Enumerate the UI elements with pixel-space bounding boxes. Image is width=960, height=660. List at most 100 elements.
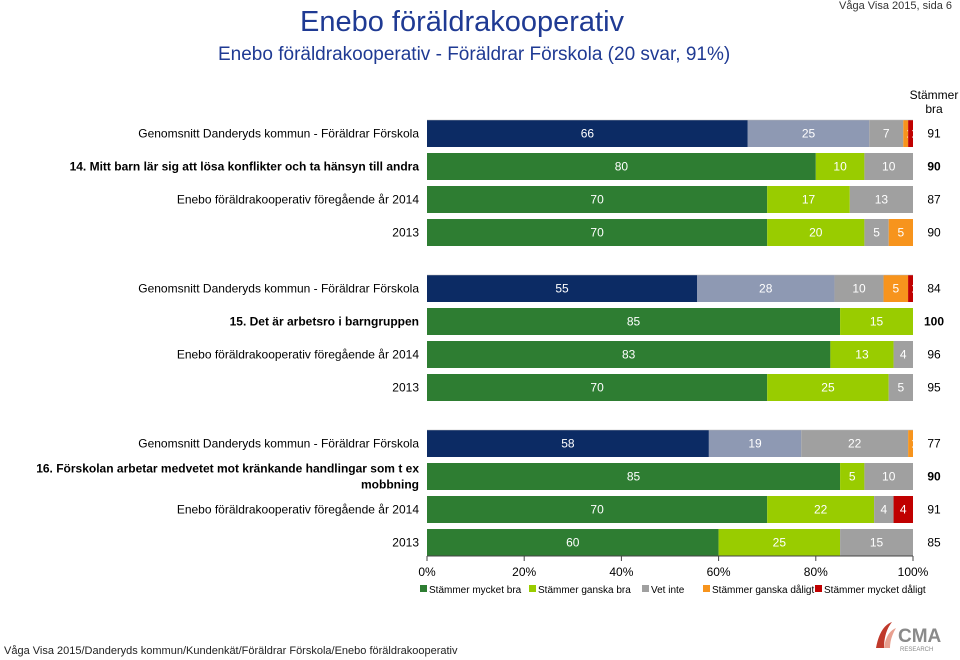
bar-segment-vet-inte: [869, 120, 904, 147]
bar-segment-vet-inte: [864, 153, 913, 180]
total-value: 77: [927, 437, 941, 451]
bar-label-vet-inte: 0: [916, 315, 923, 329]
legend-swatch-ganska-daligt: [703, 585, 710, 592]
bar-label-ganska-bra: 17: [802, 193, 816, 207]
legend-swatch-mycket-bra: [420, 585, 427, 592]
total-column-header-line1: Stämmer: [910, 88, 959, 102]
bar-segment-mycket-bra: [427, 308, 841, 335]
row-label: 2013: [392, 381, 419, 395]
bar-label-ganska-bra: 10: [833, 160, 847, 174]
legend-label: Stämmer mycket bra: [429, 585, 522, 596]
row-label: 2013: [392, 226, 419, 240]
bar-segment-mycket-bra: [427, 186, 768, 213]
bar-segment-mycket-daligt: [908, 275, 913, 302]
bar-segment-ganska-bra: [830, 341, 894, 368]
bar-segment-mycket-bra: [427, 463, 841, 490]
total-value: 90: [927, 470, 941, 484]
bar-segment-mycket-daligt: [893, 496, 913, 523]
bar-label-mycket-bra: 70: [590, 381, 604, 395]
legend-label: Vet inte: [651, 585, 685, 596]
legend-label: Stämmer mycket dåligt: [824, 584, 926, 596]
total-value: 91: [927, 503, 941, 517]
row-label: 2013: [392, 536, 419, 550]
bar-segment-mycket-bra: [427, 430, 709, 457]
bar-label-mycket-bra: 58: [561, 437, 575, 451]
total-value: 90: [927, 226, 941, 240]
bar-segment-vet-inte: [864, 219, 889, 246]
bar-segment-vet-inte: [849, 186, 913, 213]
bar-label-mycket-bra: 83: [622, 348, 636, 362]
bar-label-vet-inte: 22: [848, 437, 862, 451]
bar-label-vet-inte: 5: [873, 226, 880, 240]
bar-segment-ganska-bra: [840, 463, 865, 490]
bar-segment-mycket-bra: [427, 153, 816, 180]
bar-label-mycket-daligt: 1: [911, 127, 918, 141]
bar-label-mycket-bra: 55: [555, 282, 569, 296]
x-tick-label: 100%: [898, 565, 929, 579]
total-value: 84: [927, 282, 941, 296]
bar-segment-vet-inte: [888, 374, 913, 401]
row-label: Genomsnitt Danderyds kommun - Föräldrar …: [138, 127, 419, 141]
x-tick-label: 60%: [707, 565, 731, 579]
bar-segment-ganska-daligt: [883, 275, 909, 302]
bar-label-vet-inte: 4: [900, 348, 907, 362]
bar-label-ganska-bra: 15: [870, 315, 884, 329]
bar-segment-ganska-daligt: [908, 430, 913, 457]
bar-label-ganska-daligt: 0: [916, 193, 923, 207]
bar-label-mycket-bra: 70: [590, 193, 604, 207]
bar-label-mycket-bra: 70: [590, 503, 604, 517]
bar-segment-vet-inte: [864, 463, 913, 490]
bar-label-ganska-daligt: 0: [916, 536, 923, 550]
bar-label-mycket-bra: 60: [566, 536, 580, 550]
bar-label-ganska-bra: 5: [849, 470, 856, 484]
bar-label-mycket-bra: 85: [627, 315, 641, 329]
bar-segment-vet-inte: [834, 275, 884, 302]
bar-label-ganska-bra: 25: [773, 536, 787, 550]
bar-label-ganska-daligt: 0: [916, 315, 923, 329]
legend-label: Stämmer ganska dåligt: [712, 584, 814, 596]
bar-label-ganska-bra: 13: [855, 348, 869, 362]
bar-label-ganska-daligt: 0: [916, 381, 923, 395]
bar-label-vet-inte: 10: [882, 470, 896, 484]
total-value: 87: [927, 193, 941, 207]
bar-label-mycket-bra: 66: [581, 127, 595, 141]
question-label-line1: 16. Förskolan arbetar medvetet mot kränk…: [36, 462, 419, 476]
bar-label-vet-inte: 15: [870, 536, 884, 550]
bar-label-ganska-bra: 28: [759, 282, 773, 296]
bar-segment-ganska-bra: [767, 496, 875, 523]
bar-segment-ganska-bra: [708, 430, 802, 457]
bar-segment-ganska-bra: [840, 308, 913, 335]
legend-swatch-ganska-bra: [529, 585, 536, 592]
question-label: 14. Mitt barn lär sig att lösa konflikte…: [70, 160, 420, 174]
bar-label-mycket-bra: 85: [627, 470, 641, 484]
bar-label-ganska-bra: 25: [802, 127, 816, 141]
bar-label-ganska-bra: 25: [821, 381, 835, 395]
total-column-header-line2: bra: [925, 102, 943, 116]
logo-swoosh-light-icon: [884, 628, 896, 648]
bar-segment-vet-inte: [801, 430, 909, 457]
bar-segment-ganska-bra: [697, 275, 835, 302]
bar-label-ganska-daligt: 5: [898, 226, 905, 240]
row-label: Enebo föräldrakooperativ föregående år 2…: [177, 348, 420, 362]
bar-label-vet-inte: 5: [898, 381, 905, 395]
logo-text: CMA: [898, 626, 942, 647]
bar-label-vet-inte: 13: [875, 193, 889, 207]
row-label: Enebo föräldrakooperativ föregående år 2…: [177, 503, 420, 517]
logo-subtext: RESEARCH: [900, 647, 933, 653]
bar-label-vet-inte: 10: [852, 282, 866, 296]
bar-segment-mycket-bra: [427, 120, 748, 147]
row-label: Genomsnitt Danderyds kommun - Föräldrar …: [138, 437, 419, 451]
bar-segment-ganska-bra: [767, 374, 889, 401]
bar-segment-mycket-bra: [427, 219, 768, 246]
question-label-line2: mobbning: [361, 478, 419, 492]
bar-label-mycket-bra: 70: [590, 226, 604, 240]
x-tick-label: 80%: [804, 565, 828, 579]
total-value: 95: [927, 381, 941, 395]
question-label: 15. Det är arbetsro i barngruppen: [230, 315, 419, 329]
bar-segment-ganska-daligt: [888, 219, 913, 246]
row-label: Genomsnitt Danderyds kommun - Föräldrar …: [138, 282, 419, 296]
total-value: 96: [927, 348, 941, 362]
footer-path: Våga Visa 2015/Danderyds kommun/Kundenkä…: [4, 645, 458, 657]
bar-label-mycket-bra: 80: [615, 160, 629, 174]
